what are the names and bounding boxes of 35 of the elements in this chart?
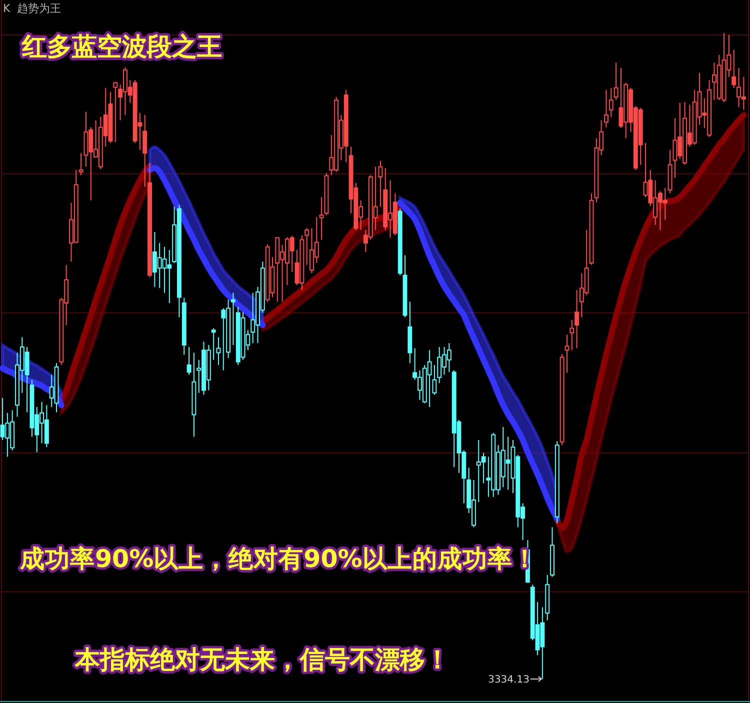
candlestick xyxy=(402,254,408,318)
candlestick xyxy=(668,149,672,194)
chart-title: 红多蓝空波段之王 xyxy=(21,32,222,61)
candlestick xyxy=(408,301,412,364)
candlestick xyxy=(148,162,152,278)
annotation: 3334.13 xyxy=(488,674,530,686)
chart-subtitle: K 趋势为王 xyxy=(3,2,62,15)
candlestick xyxy=(142,114,148,188)
candlestick xyxy=(614,62,618,101)
candlestick xyxy=(554,440,560,524)
candlestick xyxy=(398,208,402,276)
candlestick xyxy=(304,228,310,266)
candlestick xyxy=(78,152,84,176)
candlestick xyxy=(574,290,580,349)
candlestick xyxy=(216,336,221,366)
candlestick xyxy=(113,82,118,143)
candlestick xyxy=(550,526,554,578)
candlestick xyxy=(732,49,736,88)
candlestick xyxy=(319,196,324,240)
candlestick xyxy=(608,87,614,118)
candlestick xyxy=(432,364,437,396)
candlestick xyxy=(192,352,196,438)
candlestick xyxy=(560,354,564,446)
candlestick xyxy=(589,192,594,266)
candlestick xyxy=(564,334,570,374)
candlestick xyxy=(230,292,236,346)
candlestick xyxy=(570,319,574,351)
candlestick xyxy=(211,328,216,360)
candlestick xyxy=(186,346,192,376)
candlestick xyxy=(324,172,329,216)
annotation: 本指标绝对无未来，信号不漂移！ xyxy=(74,645,450,674)
candlestick xyxy=(378,160,383,208)
candlestick xyxy=(545,574,550,621)
candlestick xyxy=(182,297,186,356)
candlestick xyxy=(604,89,608,128)
